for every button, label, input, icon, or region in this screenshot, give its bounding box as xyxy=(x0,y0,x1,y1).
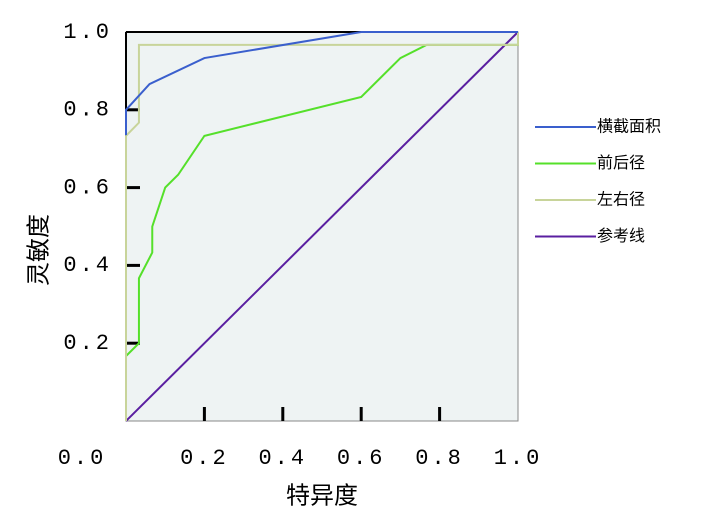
legend-label: 参考线 xyxy=(597,226,645,245)
roc-line xyxy=(125,31,518,136)
legend-label: 前后径 xyxy=(597,153,645,172)
x-tick-label: 0.0 xyxy=(58,446,107,471)
x-tick-label: 1.0 xyxy=(494,446,543,471)
y-tick-label: 0.4 xyxy=(63,253,112,278)
y-tick-label: 1.0 xyxy=(63,20,112,45)
x-tick-label: 0.8 xyxy=(415,446,464,471)
roc-line xyxy=(125,32,519,421)
x-tick-label: 0.6 xyxy=(337,446,386,471)
y-tick-label: 0.8 xyxy=(63,98,112,123)
x-axis-label: 特异度 xyxy=(286,482,358,510)
x-tick-label: 0.4 xyxy=(258,446,307,471)
legend-label: 左右径 xyxy=(597,190,645,209)
y-axis-label: 灵敏度 xyxy=(25,214,53,286)
roc-line xyxy=(125,31,519,422)
y-tick-label: 0.6 xyxy=(63,175,112,200)
legend-label: 横截面积 xyxy=(597,117,661,136)
y-tick-label: 0.2 xyxy=(63,331,112,356)
x-tick-label: 0.2 xyxy=(180,446,229,471)
